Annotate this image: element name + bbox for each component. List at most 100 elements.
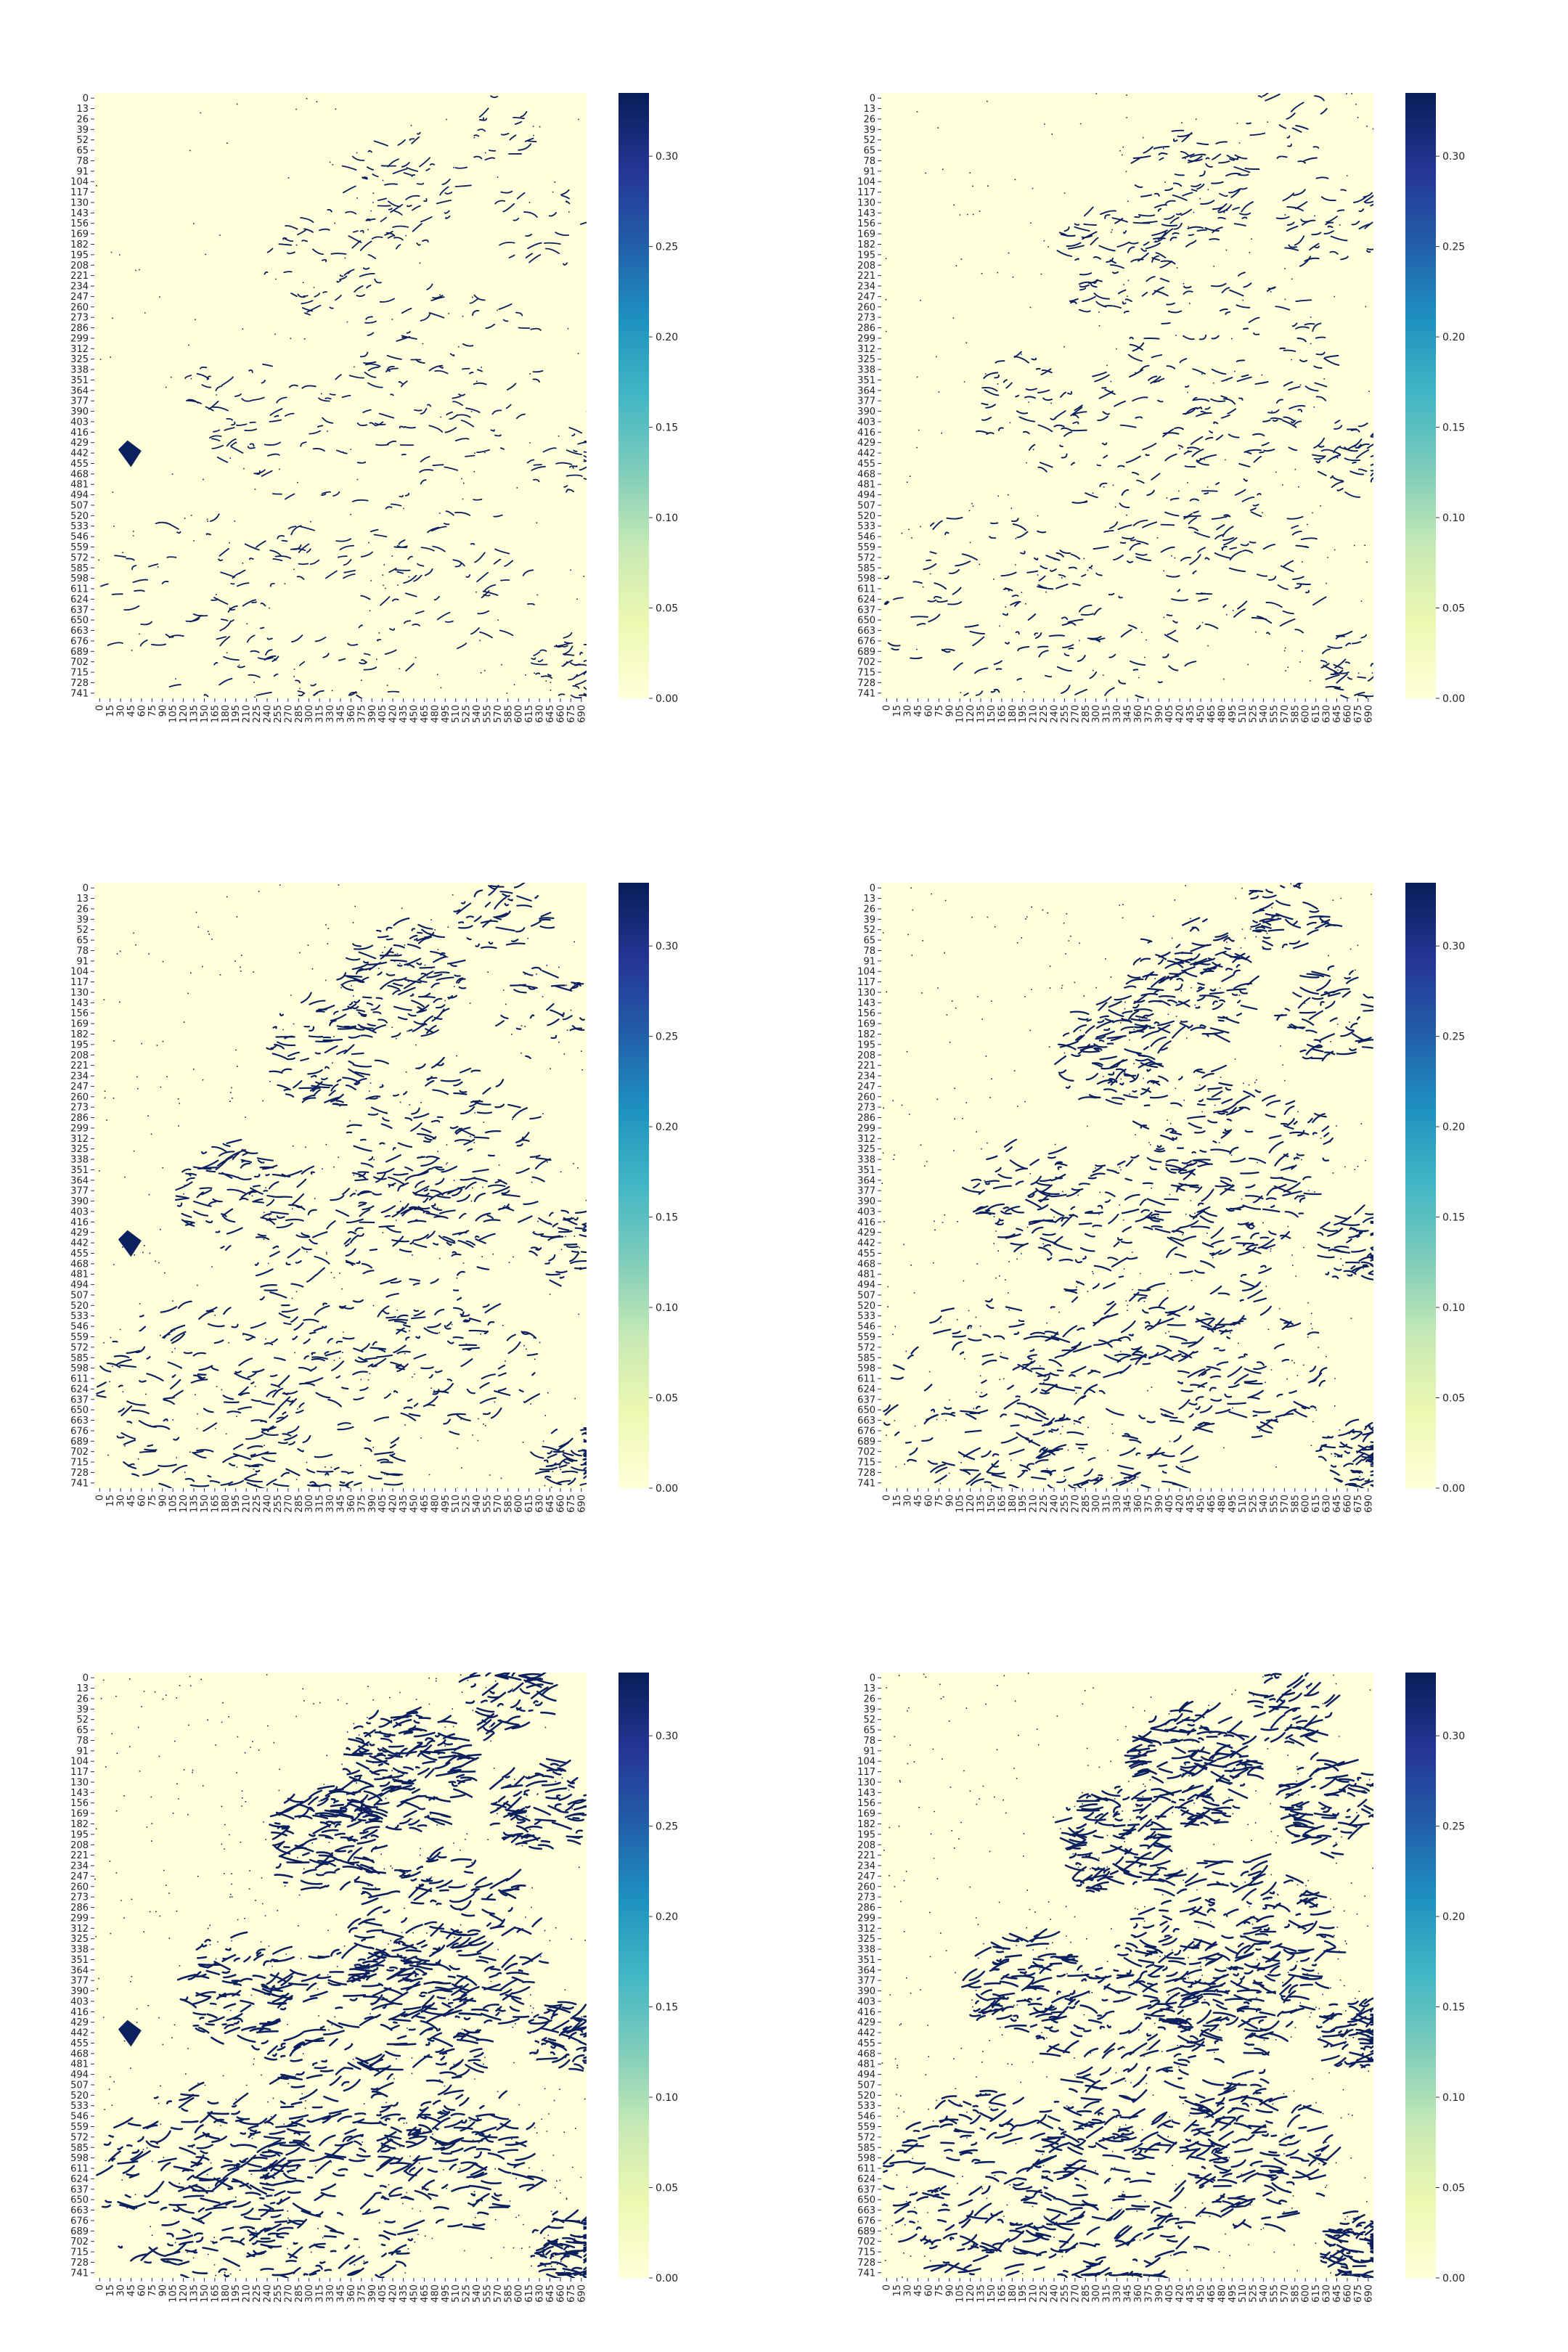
- x-tick-label: 555: [1269, 2284, 1280, 2303]
- x-tick-label: 420: [388, 705, 399, 723]
- y-tick-label: 546: [857, 1322, 875, 1333]
- y-tick-label: 286: [857, 1113, 875, 1124]
- colorbar-tick-label: 0.15: [1442, 1212, 1465, 1224]
- colorbar-tick-label: 0.15: [1442, 422, 1465, 434]
- x-tick-label: 630: [1322, 1495, 1333, 1513]
- x-tick-label: 60: [136, 2284, 147, 2297]
- y-tick-label: 611: [857, 1374, 875, 1385]
- x-tick-label: 540: [472, 2284, 483, 2303]
- y-tick-label: 377: [70, 396, 89, 407]
- colorbar-tick-label: 0.30: [1442, 1731, 1465, 1742]
- y-tick-label: 104: [70, 967, 89, 978]
- y-tick-label: 572: [857, 552, 875, 563]
- y-tick-label: 65: [76, 1726, 89, 1736]
- y-tick-label: 0: [870, 1673, 875, 1684]
- y-tick-label: 650: [70, 1405, 89, 1416]
- y-tick-label: 169: [857, 1019, 875, 1030]
- x-tick-label: 75: [147, 705, 158, 717]
- x-tick-label: 75: [934, 1495, 945, 1507]
- y-tick-label: 221: [70, 1061, 89, 1071]
- y-tick-label: 104: [857, 1757, 875, 1768]
- y-tick-label: 468: [70, 469, 89, 480]
- x-tick-label: 315: [1102, 2284, 1113, 2303]
- x-tick-label: 90: [944, 705, 955, 717]
- y-tick-label: 195: [857, 1040, 875, 1050]
- y-tick-label: 143: [70, 208, 89, 219]
- x-tick-label: 615: [524, 705, 535, 723]
- y-tick-label: 624: [857, 595, 875, 605]
- x-tick-label: 375: [356, 2284, 367, 2303]
- y-tick-label: 715: [70, 2247, 89, 2258]
- x-tick-label: 480: [430, 705, 441, 723]
- y-tick-label: 13: [863, 1683, 875, 1694]
- colorbar: 0.00 0.05 0.10 0.15 0.20 0.25 0.30: [1405, 93, 1465, 705]
- y-tick-label: 117: [70, 977, 89, 988]
- colorbar: 0.00 0.05 0.10 0.15 0.20 0.25 0.30: [1405, 1673, 1465, 2284]
- y-tick-label: 481: [857, 1270, 875, 1281]
- y-tick-label: 351: [857, 1955, 875, 1966]
- y-tick-label: 663: [857, 626, 875, 637]
- x-tick-label: 300: [1091, 1495, 1102, 1513]
- y-tick-label: 325: [70, 1934, 89, 1945]
- y-tick-label: 117: [857, 977, 875, 988]
- y-tick-label: 429: [857, 438, 875, 449]
- colorbar-tick-label: 0.00: [656, 2273, 678, 2284]
- colorbar-tick-label: 0.15: [656, 422, 678, 434]
- y-tick-label: 0: [870, 94, 875, 105]
- y-tick-label: 598: [857, 2153, 875, 2164]
- x-tick-label: 285: [1081, 2284, 1092, 2303]
- y-tick-label: 559: [857, 542, 875, 553]
- x-tick-label: 360: [1133, 2284, 1144, 2303]
- x-tick-label: 330: [1112, 705, 1123, 723]
- y-tick-label: 663: [857, 2205, 875, 2216]
- y-tick-label: 26: [863, 904, 875, 915]
- x-tick-label: 105: [168, 705, 179, 723]
- y-tick-label: 702: [70, 1447, 89, 1458]
- x-tick-label: 570: [493, 2284, 504, 2303]
- y-tick-label: 377: [857, 1976, 875, 1987]
- y-tick-label: 143: [70, 998, 89, 1009]
- y-tick-label: 26: [76, 1694, 89, 1704]
- y-tick-label: 286: [70, 1903, 89, 1914]
- y-tick-label: 312: [70, 1924, 89, 1935]
- x-tick-label: 690: [1363, 2284, 1374, 2303]
- colorbar-tick-label: 0.30: [1442, 941, 1465, 952]
- x-tick-label: 675: [1353, 705, 1364, 723]
- x-tick-label: 180: [221, 705, 232, 723]
- x-tick-label: 165: [210, 705, 221, 723]
- y-tick-label: 156: [70, 1798, 89, 1809]
- heatmap-panel-row3-left: 0132639526578911041171301431561691821952…: [70, 1673, 678, 2303]
- x-tick-label: 525: [462, 705, 473, 723]
- x-tick-label: 540: [1259, 1495, 1270, 1513]
- x-tick-label: 0: [95, 2284, 106, 2290]
- y-tick-label: 429: [70, 2017, 89, 2028]
- y-tick-label: 286: [857, 323, 875, 334]
- x-tick-label: 435: [399, 705, 409, 723]
- y-tick-label: 650: [70, 616, 89, 626]
- x-tick-label: 225: [252, 1495, 263, 1513]
- x-axis: 0 15 30 45 60 75 90 105 120 135 150 165 180 195 210 225…: [882, 2278, 1374, 2303]
- heatmap-diamond-feature: [118, 1230, 142, 1257]
- y-tick-label: 377: [857, 396, 875, 407]
- x-tick-label: 660: [555, 1495, 566, 1513]
- y-tick-label: 169: [857, 1809, 875, 1820]
- x-tick-label: 600: [1301, 1495, 1312, 1513]
- x-tick-label: 135: [976, 705, 987, 723]
- y-tick-label: 182: [857, 240, 875, 250]
- x-tick-label: 585: [503, 1495, 514, 1513]
- colorbar-tick-label: 0.10: [656, 513, 678, 524]
- x-tick-label: 555: [1269, 705, 1280, 723]
- y-tick-label: 546: [857, 532, 875, 543]
- colorbar-tick-label: 0.25: [656, 1821, 678, 1833]
- heatmap-cells: [883, 93, 1373, 698]
- heatmap-feature-strokes: [96, 883, 587, 1488]
- x-tick-label: 375: [356, 705, 367, 723]
- heatmap-cells: [881, 883, 1373, 1488]
- x-tick-label: 480: [1217, 2284, 1228, 2303]
- y-tick-label: 637: [70, 1395, 89, 1405]
- y-tick-label: 26: [863, 1694, 875, 1704]
- y-tick-label: 39: [863, 1704, 875, 1715]
- y-tick-label: 715: [857, 668, 875, 679]
- y-tick-label: 351: [70, 1955, 89, 1966]
